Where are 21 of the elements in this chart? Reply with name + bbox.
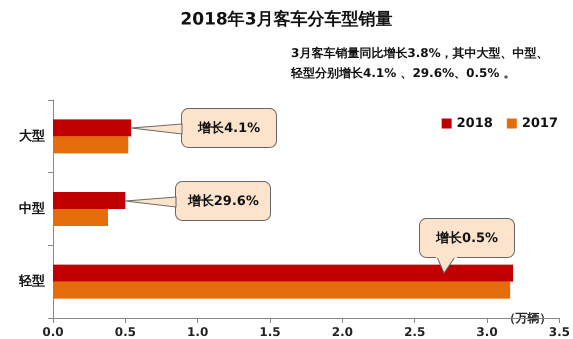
y-tick-label: 大型	[19, 128, 45, 144]
annotation: 增长0.5%	[419, 218, 516, 258]
bar	[53, 209, 108, 226]
legend-label: 2017	[522, 116, 558, 131]
x-tick-label: 0.5	[114, 325, 136, 339]
chart-subtitle: 3月客车销量同比增长3.8%，其中大型、中型、轻型分别增长4.1% 、29.6%、0.5% 。	[290, 46, 549, 80]
x-tick-label: 2.5	[404, 325, 426, 339]
x-tick-label: 0.0	[42, 325, 64, 339]
annotation: 增长29.6%	[175, 180, 272, 220]
y-tick-label: 轻型	[18, 274, 45, 290]
bar	[53, 136, 128, 154]
x-tick-label: 3.0	[476, 325, 498, 339]
x-tick-label: 1.5	[259, 325, 281, 339]
annotation: 增长4.1%	[181, 108, 278, 148]
chart-title: 2018年3月客车分车型销量	[180, 10, 393, 30]
legend-label: 2018	[456, 116, 493, 131]
y-tick-label: 中型	[19, 202, 45, 216]
x-tick-label: 3.5	[548, 325, 570, 339]
bar	[53, 282, 510, 299]
x-tick-label: 1.0	[187, 325, 208, 339]
x-tick-label: 2.0	[332, 325, 353, 339]
